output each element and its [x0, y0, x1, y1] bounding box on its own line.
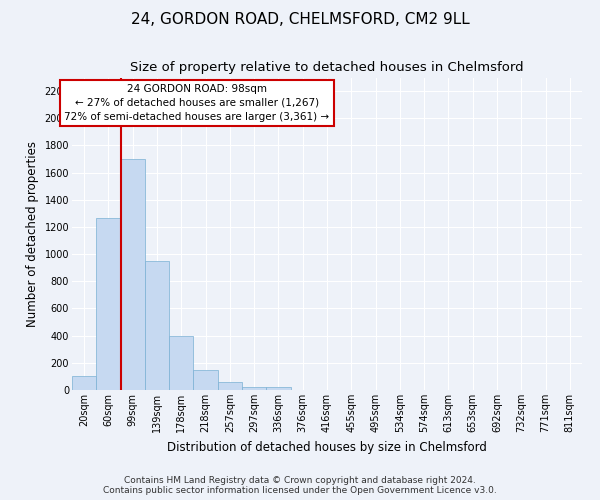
Y-axis label: Number of detached properties: Number of detached properties	[26, 141, 39, 327]
Bar	[218, 382, 242, 390]
Bar	[145, 261, 169, 390]
Text: 24 GORDON ROAD: 98sqm
← 27% of detached houses are smaller (1,267)
72% of semi-d: 24 GORDON ROAD: 98sqm ← 27% of detached …	[64, 84, 329, 122]
Text: Contains HM Land Registry data © Crown copyright and database right 2024.
Contai: Contains HM Land Registry data © Crown c…	[103, 476, 497, 495]
Bar	[96, 218, 121, 390]
Bar	[266, 388, 290, 390]
X-axis label: Distribution of detached houses by size in Chelmsford: Distribution of detached houses by size …	[167, 440, 487, 454]
Bar	[242, 386, 266, 390]
Bar	[72, 376, 96, 390]
Bar	[121, 159, 145, 390]
Bar	[193, 370, 218, 390]
Title: Size of property relative to detached houses in Chelmsford: Size of property relative to detached ho…	[130, 60, 524, 74]
Bar	[169, 336, 193, 390]
Text: 24, GORDON ROAD, CHELMSFORD, CM2 9LL: 24, GORDON ROAD, CHELMSFORD, CM2 9LL	[131, 12, 469, 28]
